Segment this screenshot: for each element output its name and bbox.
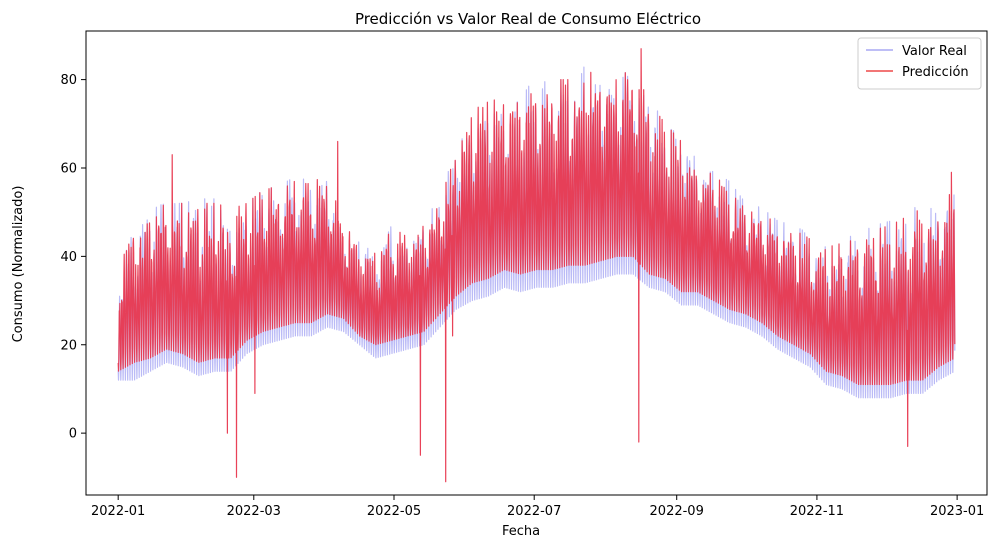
x-tick-label: 2022-09 <box>650 504 704 519</box>
series-line-prediccion <box>117 48 956 483</box>
legend-label-valor-real: Valor Real <box>902 44 967 59</box>
x-axis: 2022-01 2022-03 2022-05 2022-07 2022-09 2022-… <box>91 495 984 519</box>
x-tick-label: 2022-11 <box>790 504 844 519</box>
y-axis: 0 20 40 60 80 <box>60 73 86 442</box>
legend-label-prediccion: Predicción <box>902 65 969 80</box>
series-layer <box>117 48 956 483</box>
x-tick-label: 2022-05 <box>367 504 421 519</box>
y-tick-label: 40 <box>60 250 77 265</box>
x-tick-label: 2022-03 <box>227 504 281 519</box>
y-tick-label: 0 <box>69 427 77 442</box>
x-axis-title: Fecha <box>502 524 540 539</box>
y-tick-label: 80 <box>60 73 77 88</box>
chart-title: Predicción vs Valor Real de Consumo Eléc… <box>355 10 701 28</box>
x-tick-label: 2022-07 <box>507 504 561 519</box>
y-axis-title: Consumo (Normalizado) <box>11 186 26 343</box>
plot-frame <box>85 30 988 496</box>
x-tick-label: 2023-01 <box>930 504 984 519</box>
legend: Valor Real Predicción <box>857 37 982 90</box>
x-tick-label: 2022-01 <box>91 504 145 519</box>
y-tick-label: 20 <box>60 338 77 353</box>
y-tick-label: 60 <box>60 161 77 176</box>
